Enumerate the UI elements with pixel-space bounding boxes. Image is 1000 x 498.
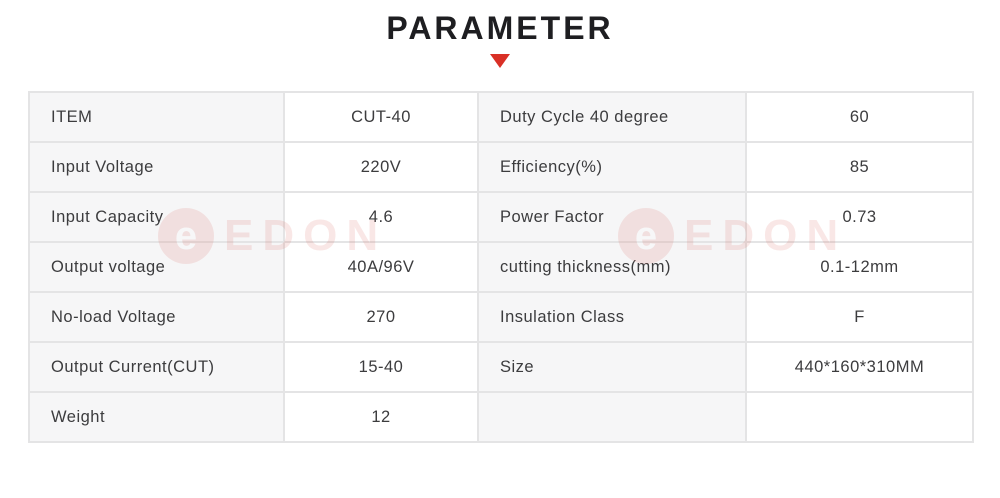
spec-value: 85 — [745, 141, 974, 193]
spec-label: cutting thickness(mm) — [477, 241, 747, 293]
down-triangle-icon — [490, 54, 510, 68]
spec-value: CUT-40 — [283, 91, 479, 143]
spec-label: Input Voltage — [28, 141, 285, 193]
spec-value: 220V — [283, 141, 479, 193]
spec-label: No-load Voltage — [28, 291, 285, 343]
spec-value: 15-40 — [283, 341, 479, 393]
spec-value: F — [745, 291, 974, 343]
table-row: ITEM CUT-40 Duty Cycle 40 degree 60 — [28, 91, 974, 143]
spec-label: ITEM — [28, 91, 285, 143]
parameter-table: ITEM CUT-40 Duty Cycle 40 degree 60 Inpu… — [28, 91, 974, 443]
spec-label: Power Factor — [477, 191, 747, 243]
spec-value: 12 — [283, 391, 479, 443]
table-row: No-load Voltage 270 Insulation Class F — [28, 291, 974, 343]
spec-value: 40A/96V — [283, 241, 479, 293]
table-row: Weight 12 — [28, 391, 974, 443]
spec-label: Efficiency(%) — [477, 141, 747, 193]
spec-value: 60 — [745, 91, 974, 143]
page-title: PARAMETER — [386, 10, 614, 46]
spec-value: 440*160*310MM — [745, 341, 974, 393]
spec-label: Output Current(CUT) — [28, 341, 285, 393]
spec-value — [745, 391, 974, 443]
spec-value: 0.1-12mm — [745, 241, 974, 293]
spec-label: Output voltage — [28, 241, 285, 293]
spec-label: Duty Cycle 40 degree — [477, 91, 747, 143]
table-row: Output voltage 40A/96V cutting thickness… — [28, 241, 974, 293]
spec-label — [477, 391, 747, 443]
parameter-table-wrap: ITEM CUT-40 Duty Cycle 40 degree 60 Inpu… — [28, 91, 974, 443]
table-row: Input Capacity 4.6 Power Factor 0.73 — [28, 191, 974, 243]
spec-label: Input Capacity — [28, 191, 285, 243]
table-row: Input Voltage 220V Efficiency(%) 85 — [28, 141, 974, 193]
spec-value: 270 — [283, 291, 479, 343]
table-row: Output Current(CUT) 15-40 Size 440*160*3… — [28, 341, 974, 393]
spec-value: 0.73 — [745, 191, 974, 243]
spec-value: 4.6 — [283, 191, 479, 243]
spec-label: Weight — [28, 391, 285, 443]
spec-label: Insulation Class — [477, 291, 747, 343]
header: PARAMETER — [0, 10, 1000, 68]
spec-label: Size — [477, 341, 747, 393]
